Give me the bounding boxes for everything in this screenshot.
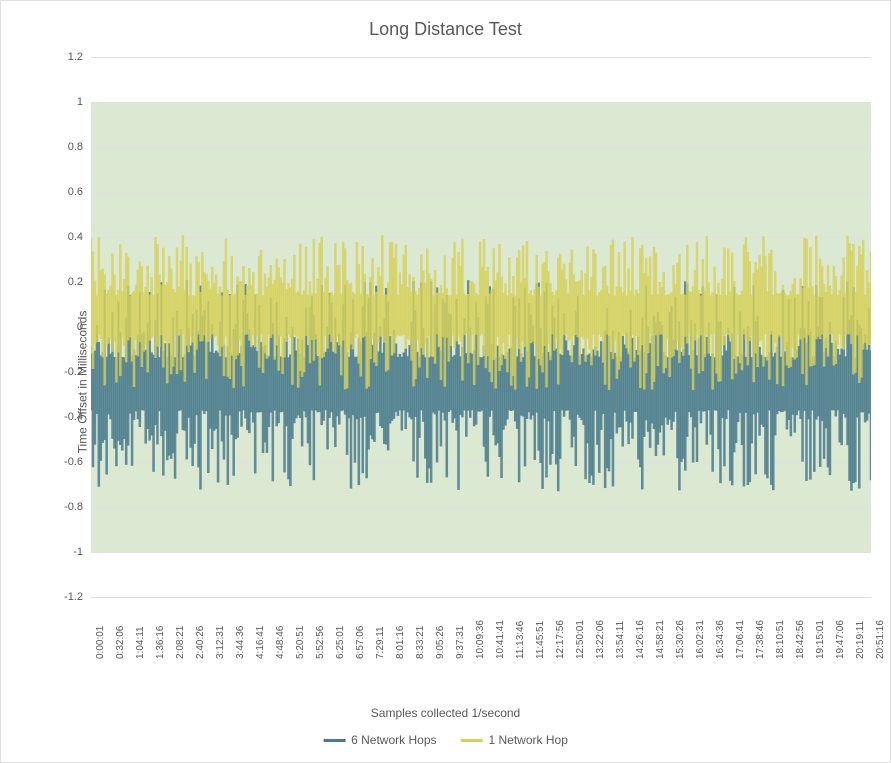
x-tick-label: 20:19:11 — [855, 621, 866, 659]
legend-item-6-hops: 6 Network Hops — [323, 733, 436, 747]
y-tick-label: 0.8 — [68, 141, 91, 153]
x-tick-label: 10:41:41 — [495, 620, 506, 659]
x-tick-label: 18:10:51 — [775, 620, 786, 659]
x-tick-label: 2:40:26 — [195, 626, 206, 659]
x-tick-label: 14:58:21 — [655, 620, 666, 659]
x-tick-label: 1:04:11 — [135, 626, 146, 659]
x-tick-label: 20:51:16 — [875, 620, 886, 659]
x-tick-label: 12:17:56 — [555, 620, 566, 659]
legend-item-1-hop: 1 Network Hop — [461, 733, 568, 747]
x-tick-label: 17:06:41 — [735, 620, 746, 659]
legend: 6 Network Hops 1 Network Hop — [323, 733, 568, 747]
y-tick-label: -1 — [73, 546, 91, 558]
y-tick-label: 1 — [77, 96, 91, 108]
y-tick-label: 0.6 — [68, 186, 91, 198]
x-tick-label: 17:38:46 — [755, 620, 766, 659]
x-tick-label: 10:09:36 — [475, 620, 486, 659]
legend-label: 1 Network Hop — [489, 733, 568, 747]
x-tick-label: 5:20:51 — [295, 626, 306, 659]
x-tick-label: 16:34:36 — [715, 620, 726, 659]
x-tick-label: 0:00:01 — [95, 626, 106, 659]
x-tick-label: 13:22:06 — [595, 620, 606, 659]
y-tick-label: 0.4 — [68, 231, 91, 243]
x-tick-label: 8:33:21 — [415, 626, 426, 659]
chart-container: Long Distance Test Time Offset in Millis… — [0, 0, 891, 763]
x-tick-label: 16:02:31 — [695, 620, 706, 659]
x-tick-label: 3:44:36 — [235, 626, 246, 659]
y-tick-label: -0.6 — [64, 456, 91, 468]
y-tick-label: 0.2 — [68, 276, 91, 288]
x-tick-label: 9:37:31 — [455, 626, 466, 659]
x-tick-label: 13:54:11 — [615, 621, 626, 659]
x-tick-label: 11:13:46 — [515, 621, 526, 659]
gridline — [91, 597, 871, 598]
legend-label: 6 Network Hops — [351, 733, 436, 747]
y-tick-label: 0 — [77, 321, 91, 333]
x-tick-label: 15:30:26 — [675, 620, 686, 659]
legend-swatch-icon — [323, 739, 345, 742]
x-tick-label: 19:15:01 — [815, 620, 826, 659]
y-tick-label: -0.4 — [64, 411, 91, 423]
x-tick-label: 18:42:56 — [795, 620, 806, 659]
x-tick-label: 11:45:51 — [535, 621, 546, 659]
x-tick-label: 4:48:46 — [275, 626, 286, 659]
x-tick-label: 4:16:41 — [255, 626, 266, 659]
x-tick-label: 8:01:16 — [395, 626, 406, 659]
y-tick-label: -0.2 — [64, 366, 91, 378]
x-axis-label: Samples collected 1/second — [371, 706, 520, 720]
series-canvas — [91, 57, 871, 597]
x-axis-ticks: 0:00:01 0:32:06 1:04:11 1:36:16 2:08:21 2:40:… — [91, 599, 871, 679]
chart-title: Long Distance Test — [1, 19, 890, 40]
x-tick-label: 14:26:16 — [635, 620, 646, 659]
x-tick-label: 12:50:01 — [575, 620, 586, 659]
x-tick-label: 6:57:06 — [355, 626, 366, 659]
x-tick-label: 5:52:56 — [315, 626, 326, 659]
x-tick-label: 0:32:06 — [115, 626, 126, 659]
x-tick-label: 6:25:01 — [335, 626, 346, 659]
x-tick-label: 1:36:16 — [155, 626, 166, 659]
plot-area: 1.210.80.60.40.20-0.2-0.4-0.6-0.8-1-1.2 — [91, 57, 871, 597]
y-tick-label: -0.8 — [64, 501, 91, 513]
y-tick-label: 1.2 — [68, 51, 91, 63]
x-tick-label: 2:08:21 — [175, 626, 186, 659]
x-tick-label: 9:05:26 — [435, 626, 446, 659]
x-tick-label: 19:47:06 — [835, 620, 846, 659]
x-tick-label: 3:12:31 — [215, 626, 226, 659]
legend-swatch-icon — [461, 739, 483, 742]
y-tick-label: -1.2 — [64, 591, 91, 603]
x-tick-label: 7:29:11 — [375, 626, 386, 659]
